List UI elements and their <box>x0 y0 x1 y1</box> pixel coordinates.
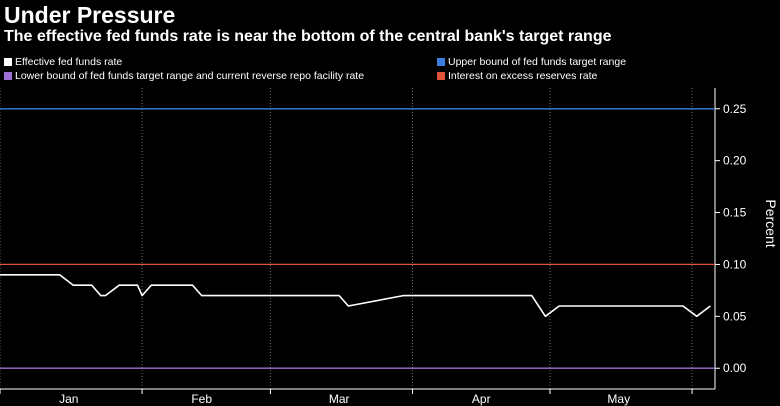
legend-swatch <box>4 72 12 80</box>
y-tick-label: 0.05 <box>723 309 747 323</box>
legend-label: Upper bound of fed funds target range <box>448 56 627 68</box>
legend-label: Effective fed funds rate <box>15 56 123 68</box>
y-tick-label: 0.10 <box>723 257 747 271</box>
y-tick-label: 0.15 <box>723 206 747 220</box>
legend-label: Interest on excess reserves rate <box>448 70 598 82</box>
legend-item-ioer: Interest on excess reserves rate <box>437 70 597 82</box>
legend-swatch <box>437 58 445 66</box>
x-tick-label: Mar <box>329 392 350 406</box>
y-tick-label: 0.00 <box>723 361 747 375</box>
legend-label: Lower bound of fed funds target range an… <box>15 70 365 82</box>
y-tick-label: 0.25 <box>723 102 747 116</box>
legend-swatch <box>4 58 12 66</box>
x-tick-label: Feb <box>191 392 212 406</box>
legend-item-upper-bound: Upper bound of fed funds target range <box>437 56 626 68</box>
legend-item-lower-bound: Lower bound of fed funds target range an… <box>4 70 364 82</box>
y-axis-title: Percent <box>763 199 779 247</box>
legend-swatch <box>437 72 445 80</box>
chart-subtitle: The effective fed funds rate is near the… <box>4 28 612 45</box>
series-line-0 <box>0 273 711 318</box>
legend-item-effective-rate: Effective fed funds rate <box>4 56 122 68</box>
x-tick-label: Jan <box>59 392 78 406</box>
y-tick-label: 0.20 <box>723 154 747 168</box>
x-tick-label: May <box>607 392 630 406</box>
chart-title: Under Pressure <box>4 2 176 28</box>
x-tick-label: Apr <box>472 392 491 406</box>
